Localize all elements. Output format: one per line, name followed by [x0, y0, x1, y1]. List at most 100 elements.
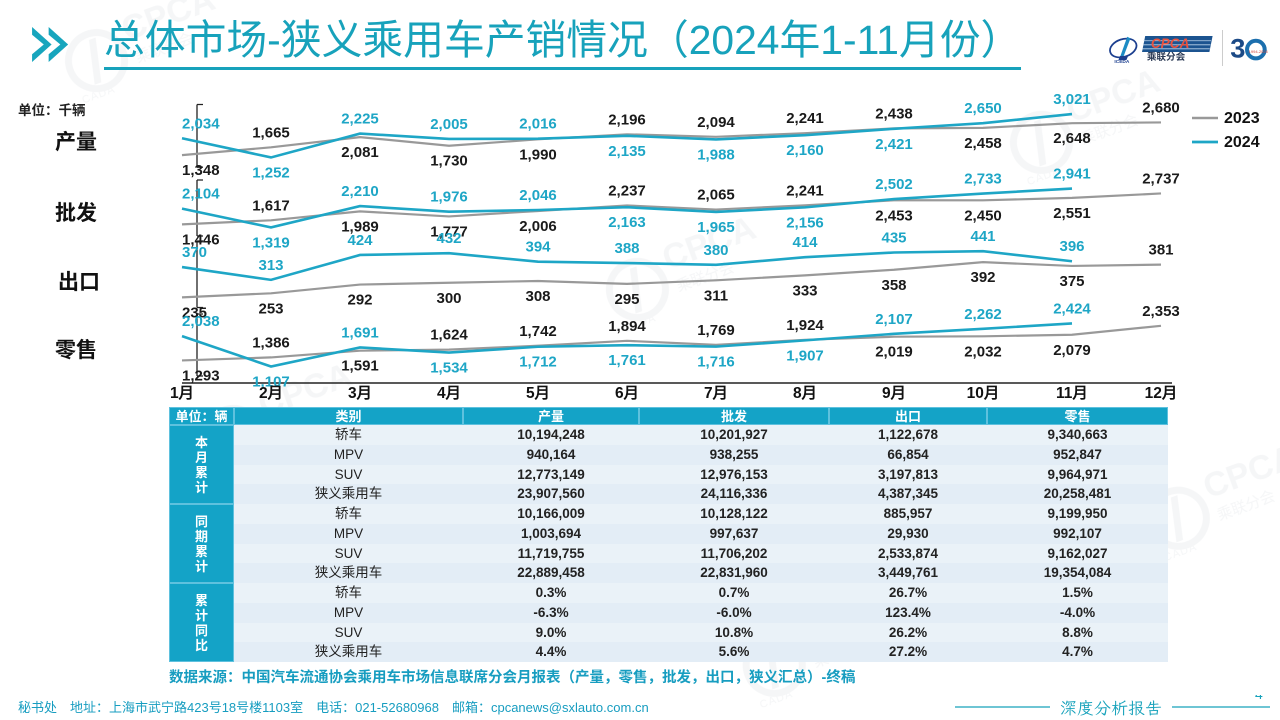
svg-text:414: 414	[792, 234, 818, 251]
svg-text:1,348: 1,348	[182, 162, 220, 179]
svg-text:1,712: 1,712	[519, 354, 557, 371]
svg-text:2,210: 2,210	[341, 183, 379, 200]
svg-text:2,046: 2,046	[519, 187, 557, 204]
svg-text:2,104: 2,104	[182, 186, 220, 203]
svg-text:1,730: 1,730	[430, 153, 468, 170]
svg-text:2024: 2024	[1224, 134, 1260, 151]
svg-text:2,458: 2,458	[964, 135, 1002, 152]
svg-text:2,941: 2,941	[1053, 166, 1091, 183]
svg-text:2,005: 2,005	[430, 116, 468, 133]
svg-text:4月: 4月	[437, 384, 461, 402]
svg-text:2,081: 2,081	[341, 144, 379, 161]
svg-text:311: 311	[704, 287, 728, 304]
svg-text:1,924: 1,924	[786, 317, 824, 334]
svg-text:1,617: 1,617	[252, 197, 290, 214]
svg-text:2,065: 2,065	[697, 187, 735, 204]
svg-text:2,160: 2,160	[786, 142, 824, 159]
svg-text:1,742: 1,742	[519, 323, 557, 340]
svg-text:2,241: 2,241	[786, 110, 824, 127]
svg-text:2,034: 2,034	[182, 115, 220, 132]
svg-text:5月: 5月	[526, 384, 550, 402]
svg-text:2,032: 2,032	[964, 343, 1002, 360]
svg-text:358: 358	[881, 277, 906, 294]
svg-text:1,691: 1,691	[341, 324, 379, 341]
svg-text:2,262: 2,262	[964, 306, 1002, 323]
svg-text:2,450: 2,450	[964, 207, 1002, 224]
svg-text:2,094: 2,094	[697, 114, 735, 131]
svg-text:432: 432	[436, 230, 461, 247]
svg-text:2,737: 2,737	[1142, 170, 1180, 187]
svg-text:381: 381	[1148, 242, 1173, 259]
svg-text:396: 396	[1059, 238, 1084, 255]
svg-text:1,894: 1,894	[608, 318, 646, 335]
svg-text:2,424: 2,424	[1053, 301, 1091, 318]
svg-text:6月: 6月	[615, 384, 639, 402]
svg-text:1,976: 1,976	[430, 189, 468, 206]
svg-text:435: 435	[881, 230, 906, 247]
svg-text:2,551: 2,551	[1053, 205, 1091, 222]
svg-text:1,534: 1,534	[430, 360, 468, 377]
svg-text:2,196: 2,196	[608, 111, 646, 128]
svg-text:375: 375	[1059, 273, 1084, 290]
svg-text:424: 424	[347, 232, 373, 249]
svg-text:2,038: 2,038	[182, 313, 220, 330]
svg-text:3,021: 3,021	[1053, 91, 1091, 108]
svg-text:1,716: 1,716	[697, 354, 735, 371]
svg-text:2,421: 2,421	[875, 136, 913, 153]
svg-text:1,624: 1,624	[430, 327, 468, 344]
svg-text:2,019: 2,019	[875, 344, 913, 361]
svg-text:441: 441	[970, 228, 995, 245]
svg-text:8月: 8月	[793, 384, 817, 402]
svg-text:2,438: 2,438	[875, 105, 913, 122]
svg-text:4: 4	[1255, 695, 1263, 702]
svg-text:2,225: 2,225	[341, 111, 379, 128]
svg-text:9月: 9月	[882, 384, 906, 402]
svg-text:1月: 1月	[170, 384, 194, 402]
svg-text:380: 380	[703, 242, 728, 259]
svg-text:12月: 12月	[1145, 384, 1178, 402]
svg-text:292: 292	[347, 292, 372, 309]
svg-text:2,241: 2,241	[786, 182, 824, 199]
svg-text:3月: 3月	[348, 384, 372, 402]
svg-text:1,665: 1,665	[252, 124, 290, 141]
svg-text:1,769: 1,769	[697, 322, 735, 339]
svg-text:2月: 2月	[259, 384, 283, 402]
svg-text:2,733: 2,733	[964, 171, 1002, 188]
svg-text:333: 333	[792, 282, 817, 299]
svg-text:2,156: 2,156	[786, 214, 824, 231]
svg-text:392: 392	[970, 269, 995, 286]
svg-text:1,293: 1,293	[182, 367, 220, 384]
svg-text:深度分析报告: 深度分析报告	[1060, 696, 1162, 719]
svg-text:2,079: 2,079	[1053, 342, 1091, 359]
svg-text:1,990: 1,990	[519, 146, 557, 163]
svg-text:313: 313	[258, 257, 283, 274]
svg-text:308: 308	[525, 288, 550, 305]
svg-text:10月: 10月	[967, 384, 1000, 402]
svg-text:2,648: 2,648	[1053, 130, 1091, 147]
svg-text:2,453: 2,453	[875, 207, 913, 224]
svg-text:1,386: 1,386	[252, 334, 290, 351]
svg-text:2,016: 2,016	[519, 116, 557, 133]
svg-text:1,319: 1,319	[252, 234, 290, 251]
svg-text:2,006: 2,006	[519, 218, 557, 235]
svg-text:2,353: 2,353	[1142, 303, 1180, 320]
svg-text:2,237: 2,237	[608, 182, 646, 199]
svg-text:1,252: 1,252	[252, 165, 290, 182]
svg-text:388: 388	[614, 240, 639, 257]
svg-text:1,988: 1,988	[697, 146, 735, 163]
svg-text:11月: 11月	[1056, 384, 1088, 402]
svg-text:2,680: 2,680	[1142, 99, 1180, 116]
svg-text:300: 300	[436, 290, 461, 307]
svg-text:370: 370	[182, 244, 207, 261]
svg-text:2,163: 2,163	[608, 214, 646, 231]
svg-text:2,650: 2,650	[964, 100, 1002, 117]
svg-text:1,965: 1,965	[697, 219, 735, 236]
svg-text:394: 394	[525, 239, 551, 256]
svg-text:2,107: 2,107	[875, 311, 913, 328]
svg-text:1,591: 1,591	[341, 358, 379, 375]
svg-text:253: 253	[258, 300, 283, 317]
svg-text:7月: 7月	[704, 384, 728, 402]
svg-text:2,135: 2,135	[608, 143, 646, 160]
svg-text:295: 295	[614, 291, 639, 308]
svg-text:1,761: 1,761	[608, 352, 646, 369]
